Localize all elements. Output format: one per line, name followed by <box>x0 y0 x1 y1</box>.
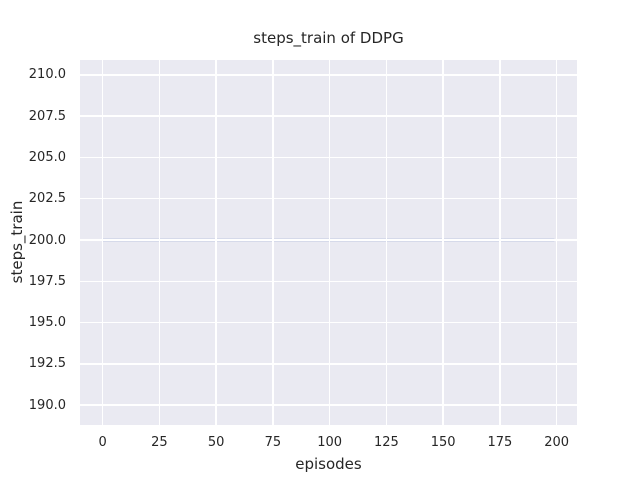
gridline-y <box>80 198 577 200</box>
gridline-y <box>80 280 577 282</box>
gridline-y <box>80 363 577 365</box>
gridline-x <box>272 60 274 425</box>
gridline-y <box>80 239 577 241</box>
gridline-y <box>80 321 577 324</box>
y-tick-label: 205.0 <box>28 149 66 165</box>
y-tick-label: 192.5 <box>28 356 66 372</box>
gridline-x <box>101 60 104 425</box>
x-tick-label: 125 <box>373 435 399 450</box>
x-tick-label: 0 <box>98 435 107 450</box>
gridline-y <box>80 404 577 406</box>
x-tick-label: 50 <box>207 435 225 450</box>
gridline-x <box>158 60 161 425</box>
y-tick-label: 207.5 <box>28 108 66 124</box>
y-tick-label: 202.5 <box>28 191 66 207</box>
gridline-y <box>80 115 577 117</box>
y-tick-label: 190.0 <box>28 397 66 413</box>
x-tick-label: 150 <box>430 435 456 450</box>
y-tick-label: 197.5 <box>28 273 66 289</box>
x-tick-label: 25 <box>151 435 168 450</box>
chart-title: steps_train of DDPG <box>253 29 404 47</box>
gridline-x <box>215 60 217 425</box>
gridline-x <box>385 60 388 425</box>
gridline-y <box>80 74 577 76</box>
y-tick-label: 210.0 <box>28 67 66 83</box>
gridline-y <box>80 156 577 159</box>
plot-area <box>80 60 577 425</box>
x-axis-label: episodes <box>295 455 362 473</box>
x-tick-label: 75 <box>264 435 282 450</box>
gridline-x <box>555 60 558 425</box>
y-tick-label: 195.0 <box>28 315 66 331</box>
x-tick-label: 100 <box>317 435 343 450</box>
gridline-x <box>328 60 331 425</box>
gridline-x <box>442 60 444 425</box>
gridline-x <box>499 60 501 425</box>
x-tick-label: 175 <box>487 435 513 450</box>
y-tick-label: 200.0 <box>28 232 66 248</box>
x-tick-label: 200 <box>544 435 570 450</box>
